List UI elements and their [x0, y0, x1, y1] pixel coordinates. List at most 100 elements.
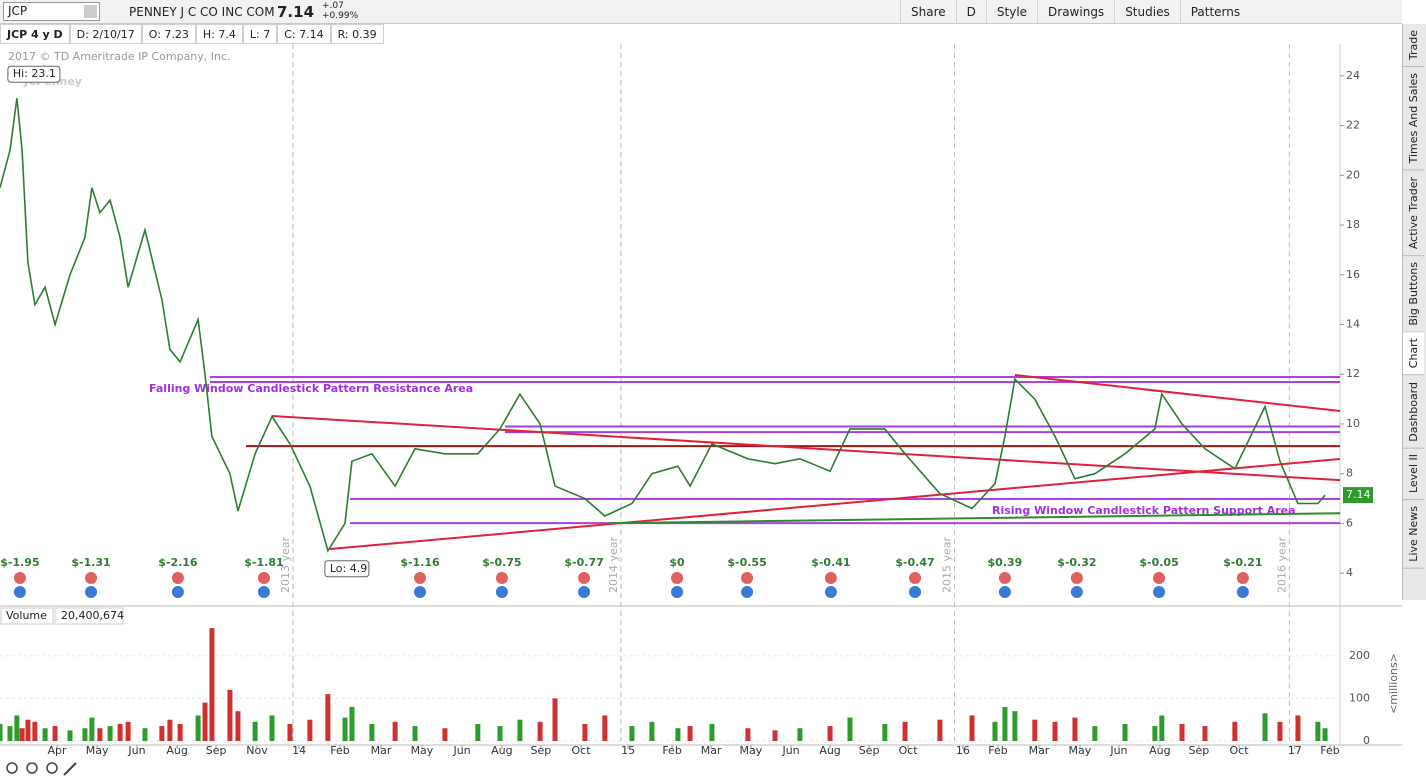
y-tick-label: 8	[1346, 467, 1353, 480]
quote-field: C: 7.14	[277, 24, 331, 44]
zoom-in[interactable]	[6, 762, 18, 774]
trend-line	[609, 512, 1341, 525]
x-tick-label: Mar	[701, 744, 722, 757]
dividend-icon	[85, 586, 98, 598]
volume-bar	[97, 728, 103, 741]
volume-bar	[307, 719, 313, 741]
sidebar-tab[interactable]: Dashboard	[1403, 375, 1424, 449]
x-tick-label: Feb	[1320, 744, 1339, 757]
company-name: PENNEY J C CO INC COM	[129, 5, 275, 19]
toolbar-button[interactable]: Drawings	[1037, 0, 1114, 24]
quote-field: D: 2/10/17	[69, 24, 142, 44]
x-tick-label: Mar	[1029, 744, 1050, 757]
volume-bar	[582, 723, 588, 741]
dividend-icon	[578, 586, 591, 598]
toolbar-button[interactable]: Style	[985, 0, 1037, 24]
y-tick-label: 4	[1346, 566, 1353, 579]
year-label: 2016 year	[1275, 536, 1288, 593]
earnings-icon	[495, 572, 508, 584]
earnings-icon	[578, 572, 591, 584]
volume-bar	[1262, 713, 1268, 741]
x-tick-label: Sep	[531, 744, 552, 757]
zoom-out[interactable]	[26, 762, 38, 774]
dividend-icon	[1236, 586, 1249, 598]
earnings-label: $-0.77	[564, 556, 603, 569]
volume-bar	[497, 726, 503, 741]
symbol-input[interactable]: JCP	[3, 2, 100, 21]
volume-bar	[847, 717, 853, 741]
x-tick-label: Oct	[899, 744, 919, 757]
toolbar-button[interactable]: Patterns	[1179, 0, 1250, 24]
x-tick-label: May	[411, 744, 434, 757]
drawing-tool	[63, 762, 77, 776]
toolbar-button[interactable]: D	[955, 0, 986, 24]
volume-bar	[1202, 726, 1208, 741]
volume-bar	[1002, 706, 1008, 741]
earnings-icon	[85, 572, 98, 584]
volume-bar	[552, 698, 558, 741]
dividend-icon	[1153, 586, 1166, 598]
dividend-icon	[414, 586, 427, 598]
dividend-icon	[909, 586, 922, 598]
sidebar-tab[interactable]: Big Buttons	[1403, 255, 1424, 333]
sidebar-tab[interactable]: Active Trader	[1403, 170, 1424, 256]
change: +.07 +0.99%	[322, 1, 358, 21]
volume-bar	[1232, 721, 1238, 741]
last-tag-box	[1343, 487, 1373, 504]
volume-bar	[287, 723, 293, 741]
x-tick-label: May	[740, 744, 763, 757]
volume-bar	[1322, 728, 1328, 741]
price-pane	[0, 44, 1340, 606]
earnings-label: $-1.95	[0, 556, 39, 569]
change-abs: +.07	[322, 1, 344, 11]
volume-bar	[827, 726, 833, 741]
earnings-label: $-0.47	[895, 556, 934, 569]
volume-current: 20,400,674	[61, 609, 124, 622]
volume-bar	[235, 711, 241, 741]
dividend-icon	[671, 586, 684, 598]
volume-bar	[117, 723, 123, 741]
y-tick-label: 16	[1346, 268, 1360, 281]
x-tick-label: Aug	[1149, 744, 1170, 757]
sidebar-tab[interactable]: Live News	[1403, 500, 1424, 570]
x-tick-label: Sep	[859, 744, 880, 757]
zoom-reset[interactable]	[46, 762, 58, 774]
quote-field: H: 7.4	[195, 24, 243, 44]
volume-bar	[687, 726, 693, 741]
volume-bar	[252, 721, 258, 741]
x-tick-label: Jun	[452, 744, 470, 757]
x-tick-label: 15	[621, 744, 635, 757]
chart: 2017 © TD Ameritrade IP Company, Inc.JCP…	[0, 44, 1402, 776]
trend-line	[271, 415, 1341, 482]
sidebar-tab[interactable]: Level II	[1403, 448, 1424, 501]
volume-bar	[902, 721, 908, 741]
volume-bar	[349, 706, 355, 741]
x-tick-label: May	[86, 744, 109, 757]
volume-bar	[992, 721, 998, 741]
volume-bar	[82, 728, 88, 741]
earnings-label: $-0.21	[1223, 556, 1262, 569]
sidebar-tab[interactable]: Trade	[1403, 24, 1424, 68]
volume-bar	[1315, 721, 1321, 741]
volume-bar	[602, 715, 608, 741]
volume-bar	[125, 721, 131, 741]
volume-value-box	[54, 607, 124, 625]
dividend-icon	[257, 586, 270, 598]
dividend-icon	[13, 586, 26, 598]
toolbar-button[interactable]: Studies	[1114, 0, 1180, 24]
annotation: Falling Window Candlestick Pattern Resis…	[149, 382, 473, 395]
x-tick-label: Aug	[819, 744, 840, 757]
volume-bar	[32, 721, 38, 741]
sidebar-tab[interactable]: Times And Sales	[1403, 67, 1424, 171]
price-line	[0, 98, 1326, 553]
volume-bar	[937, 719, 943, 741]
volume-bar	[142, 728, 148, 741]
volume-bar	[325, 694, 331, 741]
earnings-label: $0.39	[988, 556, 1023, 569]
earnings-icon	[671, 572, 684, 584]
sidebar-tab[interactable]: Chart	[1403, 332, 1424, 376]
toolbar-button[interactable]: Share	[900, 0, 956, 24]
last-price: 7.14	[277, 3, 315, 21]
volume-bar	[0, 723, 3, 741]
year-label: 2013 year	[279, 536, 292, 593]
